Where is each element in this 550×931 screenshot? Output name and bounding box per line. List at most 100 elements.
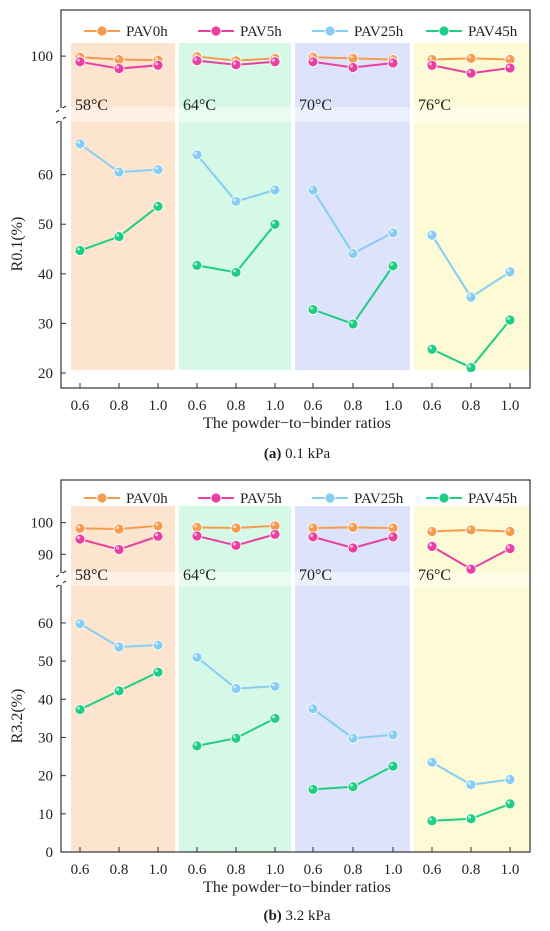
legend-label: PAV5h: [240, 491, 282, 507]
data-point-highlight: [271, 715, 276, 719]
y-tick-label: 50: [38, 654, 53, 670]
data-point-pav5h: [113, 63, 125, 75]
data-point-highlight: [115, 687, 120, 691]
legend-item-pav5h: PAV5h: [198, 491, 282, 507]
axis-break-band: [414, 572, 530, 586]
data-point-highlight: [506, 528, 511, 532]
data-point-pav45h: [347, 781, 359, 793]
data-point-highlight: [309, 306, 314, 310]
legend-label: PAV45h: [468, 491, 518, 507]
legend-label: PAV0h: [126, 24, 168, 40]
data-point-pav25h: [465, 291, 477, 303]
data-point-highlight: [506, 268, 511, 272]
x-axis-label: The powder−to−binder ratios: [203, 415, 391, 432]
data-point-pav45h: [269, 218, 281, 230]
data-point-pav5h: [191, 530, 203, 542]
data-point-highlight: [193, 151, 198, 155]
chart-panel-b: 90 100 0 10 20 30 40 50 60 R3.2(%) 0.6 0.8 1.0 0.6 0.8…: [9, 479, 531, 924]
data-point-pav45h: [74, 245, 86, 256]
data-point-pav25h: [504, 266, 516, 278]
data-point-highlight: [193, 524, 198, 528]
y-tick-label: 100: [31, 516, 54, 532]
data-point-highlight: [232, 524, 237, 529]
axis-break-band: [295, 572, 410, 586]
data-point-highlight: [506, 64, 511, 69]
data-point-highlight: [506, 800, 511, 804]
data-point-pav25h: [347, 248, 359, 259]
data-point-pav25h: [269, 184, 281, 196]
legend-label: PAV0h: [126, 491, 168, 507]
axis-break-band: [71, 572, 175, 586]
axis-break-gap: [59, 108, 63, 121]
data-point-highlight: [154, 62, 159, 66]
data-point-pav45h: [347, 318, 359, 330]
data-point-highlight: [389, 59, 394, 64]
axis-break-band: [295, 107, 410, 122]
data-point-highlight: [467, 566, 472, 570]
data-point-highlight: [309, 58, 314, 62]
data-point-pav25h: [152, 639, 164, 651]
data-point-pav45h: [191, 260, 203, 271]
x-tick-label: 0.8: [344, 398, 363, 414]
legend-marker: [324, 25, 336, 37]
x-tick-label: 0.8: [227, 398, 246, 414]
legend-label: PAV25h: [354, 491, 404, 507]
data-point-highlight: [349, 55, 354, 59]
data-point-pav0h: [152, 520, 164, 532]
y-tick-label: 0: [46, 845, 54, 861]
data-point-highlight: [389, 533, 394, 537]
data-point-pav0h: [113, 523, 125, 535]
data-point-pav5h: [426, 540, 438, 552]
data-point-highlight: [428, 543, 433, 547]
figure-caption: (a) 0.1 kPa: [264, 446, 331, 462]
temperature-label: 76°C: [418, 97, 451, 114]
x-tick-label: 1.0: [266, 398, 285, 414]
data-point-highlight: [115, 56, 120, 60]
data-point-highlight: [271, 531, 276, 535]
data-point-pav5h: [387, 57, 399, 69]
y-tick-label: 40: [38, 692, 53, 708]
data-point-pav45h: [387, 260, 399, 272]
legend-label: PAV5h: [240, 24, 282, 40]
x-tick-label: 0.6: [188, 862, 207, 878]
data-point-pav5h: [152, 530, 164, 542]
x-tick-label: 1.0: [266, 862, 285, 878]
y-tick-label: 20: [38, 366, 53, 382]
data-point-highlight: [232, 61, 237, 65]
data-point-pav45h: [269, 712, 281, 724]
data-point-pav25h: [230, 683, 242, 694]
data-point-highlight: [467, 55, 472, 59]
y-tick-label: 20: [38, 769, 53, 785]
legend-marker: [96, 25, 108, 37]
data-point-pav25h: [387, 227, 399, 239]
figure-caption: (b) 3.2 kPa: [263, 908, 330, 924]
data-point-pav45h: [307, 783, 319, 795]
data-point-pav0h: [230, 522, 242, 534]
data-point-pav25h: [426, 229, 438, 241]
data-point-pav45h: [152, 200, 164, 212]
temperature-panel: [414, 506, 530, 852]
temperature-panel: [179, 506, 291, 852]
x-tick-label: 0.8: [344, 862, 363, 878]
x-tick-label: 0.8: [227, 862, 246, 878]
temperature-panel: [295, 43, 410, 370]
data-point-highlight: [154, 669, 159, 673]
y-tick-label: 60: [38, 168, 53, 184]
data-point-highlight: [389, 731, 394, 735]
data-point-pav25h: [113, 641, 125, 653]
temperature-panel: [71, 506, 175, 852]
data-point-highlight: [428, 528, 433, 532]
data-point-pav5h: [307, 56, 319, 68]
data-point-highlight: [76, 525, 81, 529]
legend-label: PAV25h: [354, 24, 404, 40]
legend-marker: [210, 25, 222, 37]
x-tick-label: 1.0: [384, 398, 403, 414]
data-point-pav5h: [191, 55, 203, 67]
data-point-pav45h: [230, 732, 242, 744]
data-point-pav25h: [152, 164, 164, 176]
data-point-pav45h: [465, 813, 477, 825]
data-point-highlight: [467, 815, 472, 819]
y-axis-label: R3.2(%): [9, 689, 26, 744]
x-tick-label: 1.0: [384, 862, 403, 878]
